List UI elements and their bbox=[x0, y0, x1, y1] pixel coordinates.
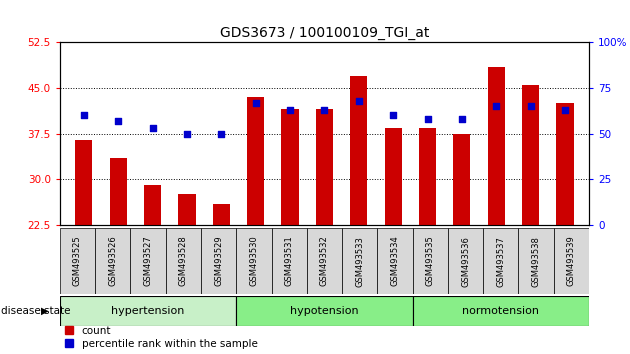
Point bbox=[319, 107, 329, 113]
Bar bbox=[554, 228, 589, 294]
Bar bbox=[95, 228, 130, 294]
Bar bbox=[377, 228, 413, 294]
Text: GSM493539: GSM493539 bbox=[567, 236, 576, 286]
Title: GDS3673 / 100100109_TGI_at: GDS3673 / 100100109_TGI_at bbox=[220, 26, 429, 40]
Bar bbox=[518, 228, 554, 294]
Bar bbox=[488, 67, 505, 225]
Text: GSM493534: GSM493534 bbox=[391, 236, 399, 286]
Bar bbox=[60, 228, 95, 294]
Text: GSM493526: GSM493526 bbox=[108, 236, 117, 286]
Bar bbox=[236, 296, 413, 326]
Point bbox=[525, 103, 536, 109]
Text: GSM493525: GSM493525 bbox=[73, 236, 82, 286]
Bar bbox=[76, 140, 93, 225]
Text: GSM493532: GSM493532 bbox=[320, 236, 329, 286]
Text: GSM493528: GSM493528 bbox=[179, 236, 188, 286]
Text: hypotension: hypotension bbox=[290, 306, 358, 316]
Bar bbox=[419, 127, 436, 225]
Text: normotension: normotension bbox=[462, 306, 539, 316]
Point bbox=[113, 118, 123, 124]
Bar bbox=[201, 228, 236, 294]
Bar bbox=[166, 228, 201, 294]
Bar bbox=[522, 85, 539, 225]
Point bbox=[79, 113, 89, 118]
Bar bbox=[448, 228, 483, 294]
Bar bbox=[413, 228, 448, 294]
Bar bbox=[272, 228, 307, 294]
Text: ▶: ▶ bbox=[41, 306, 49, 316]
Point bbox=[285, 107, 295, 113]
Bar bbox=[247, 97, 265, 225]
Bar bbox=[178, 194, 195, 225]
Legend: count, percentile rank within the sample: count, percentile rank within the sample bbox=[65, 326, 258, 349]
Bar bbox=[556, 103, 573, 225]
Text: GSM493530: GSM493530 bbox=[249, 236, 258, 286]
Point bbox=[560, 107, 570, 113]
Bar bbox=[144, 185, 161, 225]
Bar bbox=[483, 228, 518, 294]
Bar bbox=[384, 127, 402, 225]
Bar bbox=[236, 228, 272, 294]
Text: GSM493527: GSM493527 bbox=[144, 236, 152, 286]
Text: GSM493537: GSM493537 bbox=[496, 236, 505, 286]
Bar bbox=[213, 204, 230, 225]
Bar bbox=[350, 76, 367, 225]
Point bbox=[388, 113, 398, 118]
Point bbox=[491, 103, 501, 109]
Text: GSM493529: GSM493529 bbox=[214, 236, 223, 286]
Bar bbox=[454, 133, 471, 225]
Text: GSM493531: GSM493531 bbox=[285, 236, 294, 286]
Text: GSM493536: GSM493536 bbox=[461, 236, 470, 286]
Bar bbox=[60, 296, 236, 326]
Text: disease state: disease state bbox=[1, 306, 70, 316]
Text: GSM493538: GSM493538 bbox=[532, 236, 541, 286]
Point bbox=[216, 131, 226, 137]
Point bbox=[251, 100, 261, 105]
Bar bbox=[413, 296, 589, 326]
Bar bbox=[307, 228, 342, 294]
Bar bbox=[282, 109, 299, 225]
Point bbox=[182, 131, 192, 137]
Point bbox=[354, 98, 364, 104]
Bar bbox=[342, 228, 377, 294]
Bar bbox=[130, 228, 166, 294]
Text: GSM493533: GSM493533 bbox=[355, 236, 364, 286]
Point bbox=[457, 116, 467, 122]
Point bbox=[147, 125, 158, 131]
Point bbox=[423, 116, 433, 122]
Text: hypertension: hypertension bbox=[112, 306, 185, 316]
Bar bbox=[316, 109, 333, 225]
Text: GSM493535: GSM493535 bbox=[426, 236, 435, 286]
Bar bbox=[110, 158, 127, 225]
